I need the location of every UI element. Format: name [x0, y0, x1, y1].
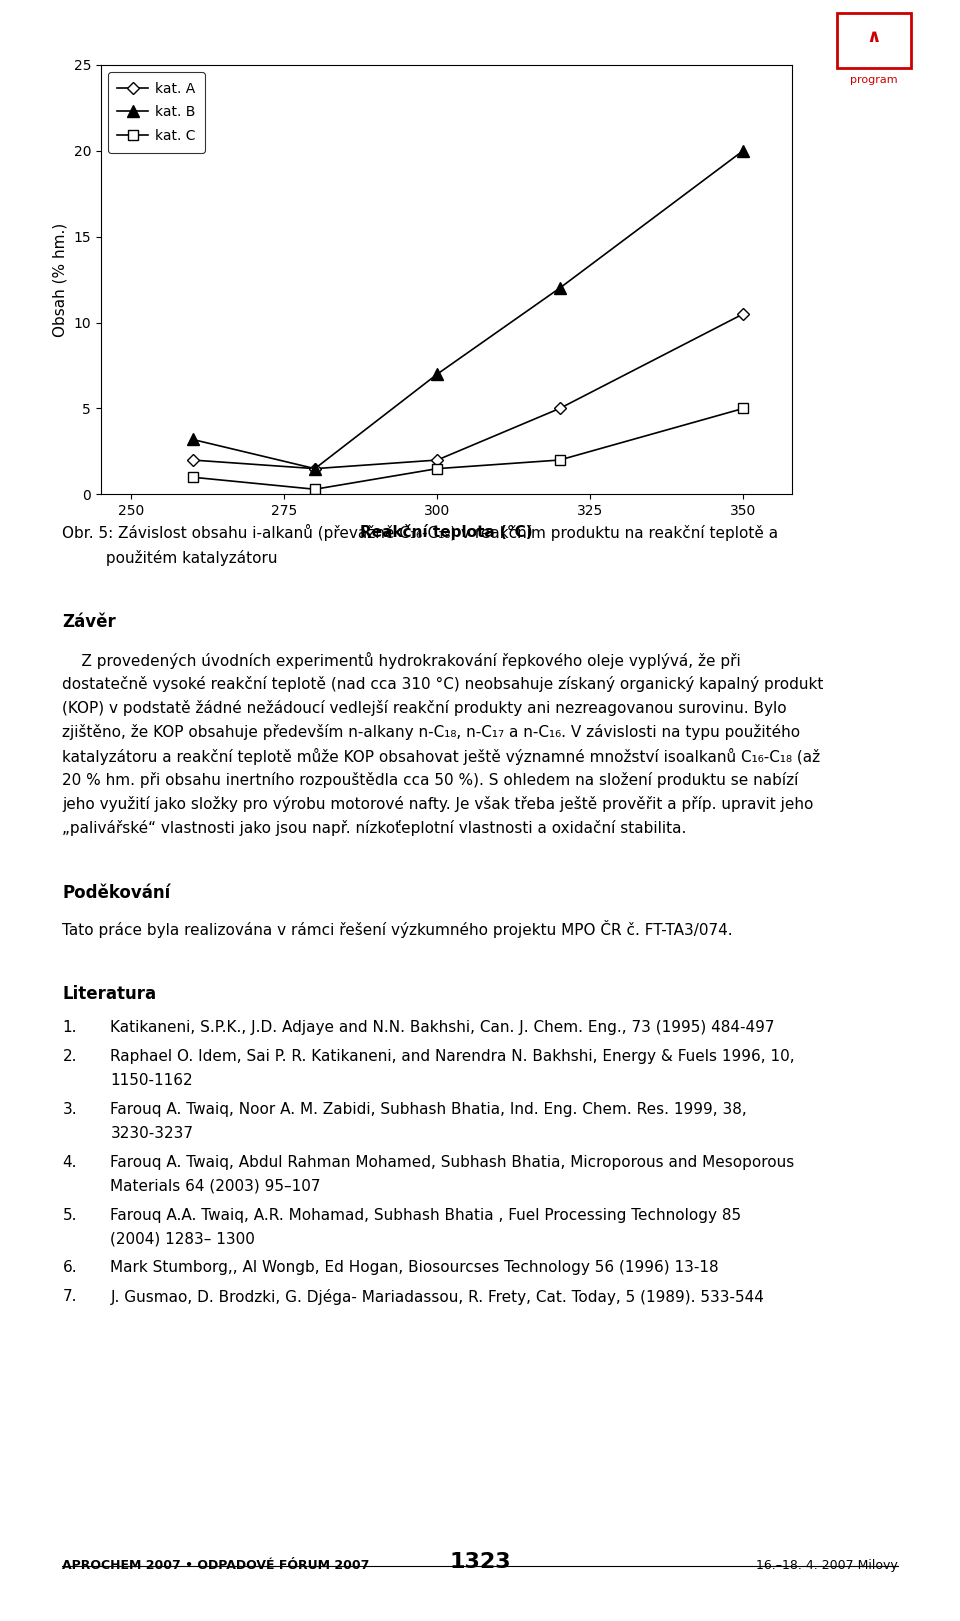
- Text: Raphael O. Idem, Sai P. R. Katikaneni, and Narendra N. Bakhshi, Energy & Fuels 1: Raphael O. Idem, Sai P. R. Katikaneni, a…: [110, 1049, 795, 1063]
- kat. B: [309, 459, 321, 478]
- Text: Mark Stumborg,, Al Wongb, Ed Hogan, Biosourcses Technology 56 (1996) 13-18: Mark Stumborg,, Al Wongb, Ed Hogan, Bios…: [110, 1261, 719, 1276]
- Text: 2.: 2.: [62, 1049, 77, 1063]
- kat. C: [187, 467, 199, 486]
- Text: 6.: 6.: [62, 1261, 77, 1276]
- kat. B: [737, 141, 749, 160]
- Text: dostatečně vysoké reakční teplotě (nad cca 310 °C) neobsahuje získaný organick: dostatečně vysoké reakční teplotě (nad…: [62, 676, 824, 692]
- kat. B: [187, 430, 199, 449]
- Line: kat. B: kat. B: [187, 146, 749, 475]
- kat. A: [431, 451, 443, 470]
- Y-axis label: Obsah (% hm.): Obsah (% hm.): [53, 222, 68, 337]
- Text: Tato práce byla realizována v rámci řešení výzkumného projektu MPO ČR č. FT-TA3/: Tato práce byla realizována v rámci řeše…: [62, 919, 733, 939]
- Text: APROCHEM 2007 • ODPADOVÉ FÓRUM 2007: APROCHEM 2007 • ODPADOVÉ FÓRUM 2007: [62, 1559, 370, 1572]
- Text: Farouq A. Twaiq, Abdul Rahman Mohamed, Subhash Bhatia, Microporous and Mesoporou: Farouq A. Twaiq, Abdul Rahman Mohamed, S…: [110, 1154, 795, 1170]
- Text: Katikaneni, S.P.K., J.D. Adjaye and N.N. Bakhshi, Can. J. Chem. Eng., 73 (1995) : Katikaneni, S.P.K., J.D. Adjaye and N.N.…: [110, 1020, 775, 1036]
- Text: Farouq A.A. Twaiq, A.R. Mohamad, Subhash Bhatia , Fuel Processing Technology 85: Farouq A.A. Twaiq, A.R. Mohamad, Subhash…: [110, 1208, 741, 1222]
- Text: (2004) 1283– 1300: (2004) 1283– 1300: [110, 1232, 255, 1247]
- Text: Obr. 5: Závislost obsahu i-alkanů (převážně C₁₆-C₁₈) v reakčním produktu na rea: Obr. 5: Závislost obsahu i-alkanů (převá…: [62, 524, 779, 540]
- Text: 1150-1162: 1150-1162: [110, 1073, 193, 1088]
- Text: ∧: ∧: [867, 29, 881, 47]
- Text: jeho využití jako složky pro výrobu motorové nafty. Je však třeba ještě prověřit: jeho využití jako složky pro výrobu moto…: [62, 796, 814, 812]
- Text: 16.–18. 4. 2007 Milovy: 16.–18. 4. 2007 Milovy: [756, 1559, 898, 1572]
- kat. A: [187, 451, 199, 470]
- kat. C: [737, 399, 749, 418]
- Text: J. Gusmao, D. Brodzki, G. Djéga- Mariadassou, R. Frety, Cat. Today, 5 (1989). 53: J. Gusmao, D. Brodzki, G. Djéga- Mariada…: [110, 1289, 764, 1305]
- kat. C: [431, 459, 443, 478]
- Text: zjištěno, že KOP obsahuje především n-alkany n-C₁₈, n-C₁₇ a n-C₁₆. V závislosti : zjištěno, že KOP obsahuje především n-al…: [62, 723, 801, 739]
- kat. A: [554, 399, 565, 418]
- Text: (KOP) v podstatě žádné nežádoucí vedlejší reakční produkty ani nezreagovanou su: (KOP) v podstatě žádné nežádoucí vedlejš…: [62, 700, 787, 715]
- Text: 4.: 4.: [62, 1154, 77, 1170]
- Text: použitém katalyzátoru: použitém katalyzátoru: [62, 550, 277, 566]
- Text: Literatura: Literatura: [62, 984, 156, 1003]
- Text: 3230-3237: 3230-3237: [110, 1127, 193, 1141]
- Text: 20 % hm. při obsahu inertního rozpouštědla cca 50 %). S ohledem na složení produ: 20 % hm. při obsahu inertního rozpouštěd…: [62, 772, 799, 788]
- Line: kat. C: kat. C: [188, 404, 748, 494]
- kat. C: [554, 451, 565, 470]
- Text: 1.: 1.: [62, 1020, 77, 1036]
- Text: 5.: 5.: [62, 1208, 77, 1222]
- Text: 3.: 3.: [62, 1102, 77, 1117]
- Text: Materials 64 (2003) 95–107: Materials 64 (2003) 95–107: [110, 1178, 321, 1193]
- kat. B: [554, 279, 565, 298]
- Text: katalyzátoru a reakční teplotě může KOP obsahovat ještě významné množství isoal: katalyzátoru a reakční teplotě může KOP…: [62, 747, 821, 765]
- Text: program: program: [850, 75, 898, 84]
- X-axis label: Reakční teplota (°C): Reakční teplota (°C): [360, 524, 533, 540]
- kat. A: [737, 305, 749, 324]
- Line: kat. A: kat. A: [188, 310, 747, 473]
- kat. A: [309, 459, 321, 478]
- kat. B: [431, 365, 443, 384]
- Text: Poděkování: Poděkování: [62, 883, 171, 903]
- Text: „palivářské“ vlastnosti jako jsou např. nízkoťeplotní vlastnosti a oxidační stab: „palivářské“ vlastnosti jako jsou např. …: [62, 820, 686, 835]
- Text: Závěr: Závěr: [62, 613, 116, 631]
- Text: Z provedených úvodních experimentů hydrokrakování řepkového oleje vyplývá, : Z provedených úvodních experimentů hyd…: [62, 652, 741, 668]
- Text: 1323: 1323: [449, 1553, 511, 1572]
- Text: 7.: 7.: [62, 1289, 77, 1305]
- Legend: kat. A, kat. B, kat. C: kat. A, kat. B, kat. C: [108, 71, 205, 152]
- kat. C: [309, 480, 321, 499]
- Text: Farouq A. Twaiq, Noor A. M. Zabidi, Subhash Bhatia, Ind. Eng. Chem. Res. 1999, 3: Farouq A. Twaiq, Noor A. M. Zabidi, Subh…: [110, 1102, 747, 1117]
